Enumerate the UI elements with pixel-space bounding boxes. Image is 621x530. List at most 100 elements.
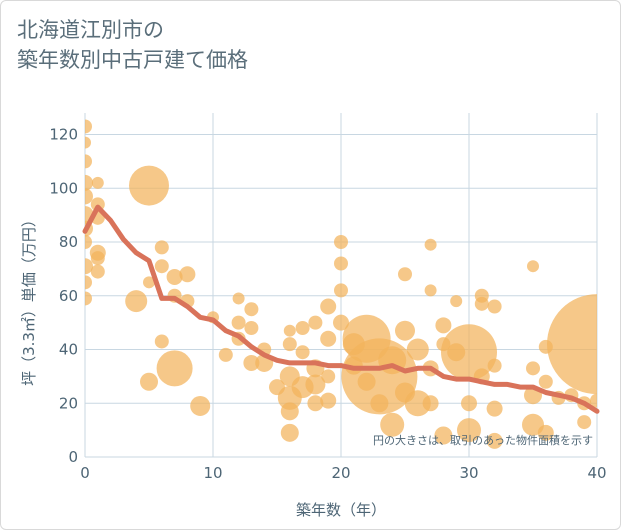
bubble-point (269, 379, 285, 396)
bubble-point (125, 290, 148, 313)
bubble-point (179, 266, 196, 283)
y-tick-label: 0 (68, 448, 78, 466)
x-tick-label: 30 (459, 464, 478, 482)
bubble-point (231, 315, 246, 330)
bubble-point (244, 302, 259, 317)
bubble-point (320, 298, 337, 315)
x-tick-label: 0 (80, 464, 90, 482)
bubble-point (85, 275, 92, 290)
bubble-point (232, 292, 245, 305)
bubble-point (526, 361, 540, 376)
bubble-point (370, 394, 389, 413)
bubble-point (85, 291, 92, 306)
bubble-point (398, 267, 412, 282)
bubble-point (282, 337, 297, 352)
bubble-point (156, 350, 193, 387)
bubble-point (406, 338, 429, 361)
bubble-point (321, 369, 336, 384)
bubble-point (447, 343, 466, 362)
bubble-point (154, 240, 169, 255)
average-price-line (82, 204, 600, 414)
bubble-point (218, 347, 233, 362)
bubble-point (85, 258, 93, 275)
bubble-point (140, 372, 158, 391)
bubble-point (342, 333, 365, 356)
chart-title: 北海道江別市の 築年数別中古戸建て価格 (17, 15, 248, 75)
bubble-point (305, 374, 326, 395)
bubble-point (333, 314, 349, 331)
bubble-point (434, 426, 453, 445)
bubble-point (436, 337, 451, 352)
bubble-point (450, 295, 463, 308)
bubble-point (90, 264, 105, 279)
bubble-point (537, 424, 554, 441)
x-tick-label: 10 (203, 464, 222, 482)
bubble-point (590, 393, 597, 408)
bubble-point (295, 345, 310, 360)
bubble-point (143, 276, 155, 289)
bubble-point (243, 354, 260, 371)
bubble-point (90, 251, 105, 266)
y-tick-label: 20 (59, 394, 78, 412)
bubble-point (577, 415, 592, 430)
bubble-point (129, 165, 169, 206)
grid-lines (84, 113, 598, 458)
y-tick-label: 40 (59, 341, 78, 359)
bubble-point (441, 324, 497, 381)
bubble-point (166, 268, 183, 285)
bubble-point (334, 235, 348, 249)
bubble-point (334, 283, 348, 298)
bubble-point (279, 366, 300, 387)
bubble-point (424, 238, 437, 251)
bubble-point (85, 136, 91, 149)
bubble-point (154, 334, 169, 349)
bubble-point (487, 358, 502, 373)
bubble-point (538, 374, 553, 389)
bubble-point (190, 395, 211, 416)
y-tick-label: 100 (49, 179, 78, 197)
bubble-point (85, 235, 92, 249)
chart-title-line-1: 北海道江別市の (17, 18, 164, 42)
bubble-point (422, 395, 439, 412)
bubble-point (244, 321, 259, 335)
bubble-point (486, 432, 503, 449)
bubble-point (308, 315, 323, 330)
bubble-point (295, 321, 310, 335)
bubble-point (457, 418, 481, 443)
bubble-point (474, 296, 489, 311)
bubble-point (91, 176, 104, 189)
bubble-point (424, 284, 437, 297)
bubble-point (538, 339, 553, 354)
bubble-point (85, 154, 92, 169)
bubble-size-note: 円の大きさは、取引のあった物件面積を示す (373, 433, 593, 447)
y-tick-label: 120 (49, 126, 78, 144)
x-axis-label: 築年数（年） (296, 501, 386, 519)
bubble-point (487, 299, 502, 314)
bubble-point (334, 256, 348, 271)
bubble-point (486, 400, 503, 417)
bubble-point (283, 324, 296, 337)
bubble-point (320, 392, 337, 409)
bubble-point (85, 174, 93, 191)
x-tick-label: 40 (587, 464, 606, 482)
bubble-point (320, 330, 337, 347)
bubble-point (154, 259, 169, 274)
bubble-point (395, 382, 415, 403)
bubble-point (380, 412, 405, 437)
tick-labels: 0 10 20 30 40 0 20 40 60 80 100 120 (49, 126, 606, 483)
bubble-point (527, 260, 539, 273)
bubble-point (357, 372, 376, 391)
bubble-point (461, 395, 477, 412)
y-tick-label: 80 (59, 233, 78, 251)
y-tick-label: 60 (59, 287, 78, 305)
bubble-point (307, 395, 324, 412)
chart-title-line-2: 築年数別中古戸建て価格 (17, 48, 248, 72)
y-axis-label: 坪（3.3㎡）単価（万円） (20, 212, 38, 386)
bubble-point (280, 402, 299, 421)
bubble-point (280, 423, 299, 442)
bubble-point (85, 188, 93, 205)
bubble-point (395, 320, 415, 341)
x-tick-label: 20 (331, 464, 350, 482)
